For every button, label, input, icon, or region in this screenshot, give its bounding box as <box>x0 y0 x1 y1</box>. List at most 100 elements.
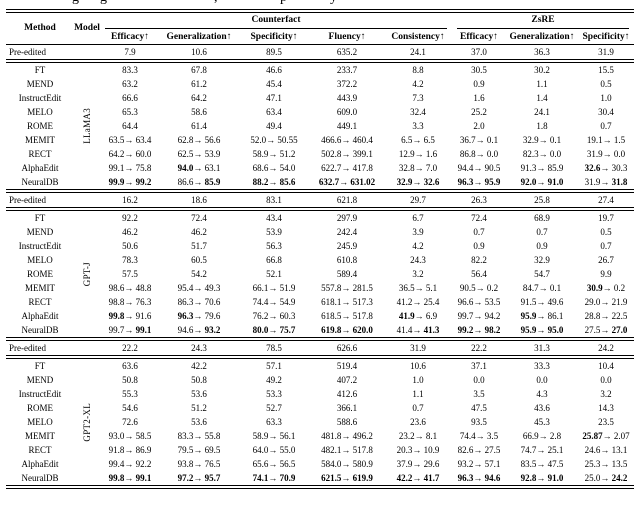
value-cell: 482.1→ 517.8 <box>321 444 373 455</box>
value-cell: 96.3→ 95.9 <box>457 176 501 187</box>
value-cell: 47.1 <box>266 92 282 103</box>
row-rect-gpt-j: RECT 98.8→ 76.3 86.3→ 70.6 74.4→ 54.9 618.1→… <box>6 295 634 309</box>
value-cell: 53.6 <box>191 388 207 399</box>
model-label-rotated: GPT-J <box>82 261 92 287</box>
value-cell: 65.6→ 56.5 <box>252 458 296 469</box>
value-cell: 233.7 <box>336 64 358 75</box>
method-name-cell: MEND <box>26 78 54 89</box>
pre-edited-value: 24.1 <box>410 46 426 57</box>
row-neuraldb-gpt2-xl: NeuralDB 99.8→ 99.1 97.2→ 95.7 74.1→ 70.9 62… <box>6 471 634 485</box>
value-cell: 618.5→ 517.8 <box>321 310 373 321</box>
value-cell: 88.2→ 85.6 <box>252 176 296 187</box>
pre-edited-value: 31.9 <box>410 342 426 353</box>
pre-edited-value: 22.2 <box>471 342 487 353</box>
value-cell: 49.4 <box>266 120 282 131</box>
value-cell: 481.8→ 496.2 <box>321 430 373 441</box>
value-cell: 609.0 <box>336 106 358 117</box>
value-cell: 63.2 <box>122 78 138 89</box>
col-header-zsre-0: Efficacy↑ <box>460 31 498 42</box>
value-cell: 99.7→ 99.1 <box>108 324 152 335</box>
value-cell: 3.2 <box>412 268 424 279</box>
value-cell: 46.2 <box>191 226 207 237</box>
method-name-cell: RECT <box>28 444 52 455</box>
value-cell: 74.1→ 70.9 <box>252 472 296 483</box>
group-header-counterfact: Counterfact <box>100 13 452 30</box>
model-label-cell: GPT-J <box>74 211 100 337</box>
row-alphaedit-gpt-j: AlphaEdit 99.8→ 91.6 96.3→ 79.6 76.2→ 60.3 6… <box>6 309 634 323</box>
value-cell: 72.4 <box>191 212 207 223</box>
value-cell: 32.9→ 32.6 <box>396 176 440 187</box>
value-cell: 407.2 <box>336 374 358 385</box>
value-cell: 53.9 <box>266 226 282 237</box>
value-cell: 557.8→ 281.5 <box>321 282 373 293</box>
header-row-metrics: Efficacy↑ Generalization↑ Specificity↑ Flue… <box>6 30 634 44</box>
value-cell: 19.1→ 1.5 <box>586 134 626 145</box>
value-cell: 60.5 <box>191 254 207 265</box>
value-cell: 0.9 <box>473 78 485 89</box>
method-name-cell: RECT <box>28 148 52 159</box>
row-memit-gpt2-xl: MEMIT 93.0→ 58.5 83.3→ 55.8 58.9→ 56.1 481.8… <box>6 429 634 443</box>
value-cell: 2.0 <box>473 120 485 131</box>
caption-glyph-fragment: p <box>280 0 287 6</box>
value-cell: 37.9→ 29.6 <box>396 458 440 469</box>
value-cell: 93.5 <box>471 416 487 427</box>
value-cell: 23.6 <box>410 416 426 427</box>
value-cell: 98.6→ 48.8 <box>108 282 152 293</box>
value-cell: 52.0→ 50.55 <box>250 134 298 145</box>
value-cell: 618.1→ 517.3 <box>321 296 373 307</box>
value-cell: 63.3 <box>266 416 282 427</box>
method-name-cell: MELO <box>27 254 53 265</box>
value-cell: 3.5 <box>473 388 485 399</box>
value-cell: 32.6→ 30.3 <box>584 162 628 173</box>
value-cell: 24.6→ 13.1 <box>584 444 628 455</box>
value-cell: 57.1 <box>266 360 282 371</box>
method-name-cell: RECT <box>28 296 52 307</box>
value-cell: 64.4 <box>122 120 138 131</box>
value-cell: 51.2 <box>191 402 207 413</box>
value-cell: 99.2→ 98.2 <box>457 324 501 335</box>
pre-edited-value: 10.6 <box>191 46 207 57</box>
value-cell: 0.9 <box>536 240 548 251</box>
value-cell: 24.3 <box>410 254 426 265</box>
table-top-rule <box>6 9 634 13</box>
col-header-counterfact-4: Consistency↑ <box>391 31 445 42</box>
value-cell: 0.0 <box>536 374 548 385</box>
value-cell: 90.5→ 0.2 <box>459 282 499 293</box>
value-cell: 63.5→ 63.4 <box>108 134 152 145</box>
value-cell: 25.3→ 13.5 <box>584 458 628 469</box>
value-cell: 82.6→ 27.5 <box>457 444 501 455</box>
pre-edited-value: 37.0 <box>471 46 487 57</box>
value-cell: 64.2 <box>191 92 207 103</box>
value-cell: 41.9→ 6.9 <box>398 310 438 321</box>
value-cell: 45.4 <box>266 78 282 89</box>
value-cell: 95.9→ 95.0 <box>520 324 564 335</box>
row-mend-gpt-j: MEND 46.2 46.2 53.9 242.4 3.9 0.7 0.7 0.5 <box>6 225 634 239</box>
value-cell: 63.4 <box>266 106 282 117</box>
value-cell: 9.9 <box>600 268 612 279</box>
value-cell: 92.2 <box>122 212 138 223</box>
value-cell: 242.4 <box>336 226 358 237</box>
value-cell: 14.3 <box>598 402 614 413</box>
pre-edited-value: 621.8 <box>336 194 358 205</box>
method-name-cell: MELO <box>27 416 53 427</box>
value-cell: 52.1 <box>266 268 282 279</box>
row-pre-edited-llama3: Pre-edited 7.9 10.6 89.5 635.2 24.1 37.0 36.3 31… <box>6 45 634 59</box>
value-cell: 54.7 <box>534 268 550 279</box>
value-cell: 3.9 <box>412 226 424 237</box>
value-cell: 72.4 <box>471 212 487 223</box>
value-cell: 79.5→ 69.5 <box>177 444 221 455</box>
row-pre-edited-gpt2-xl: Pre-edited 22.2 24.3 78.5 626.6 31.9 22.2 31.3 2… <box>6 341 634 355</box>
row-rome-llama3: ROME 64.4 61.4 49.4 449.1 3.3 2.0 1.8 0.7 <box>6 119 634 133</box>
value-cell: 54.6 <box>122 402 138 413</box>
value-cell: 42.2→ 41.7 <box>396 472 440 483</box>
value-cell: 0.9 <box>473 240 485 251</box>
value-cell: 1.1 <box>412 388 424 399</box>
block-separator-rule <box>6 189 634 193</box>
block-separator-rule-line <box>6 337 634 341</box>
value-cell: 83.3→ 55.8 <box>177 430 221 441</box>
value-cell: 6.5→ 6.5 <box>401 134 435 145</box>
model-label-cell: LLaMA3 <box>74 63 100 189</box>
value-cell: 76.2→ 60.3 <box>252 310 296 321</box>
value-cell: 55.3 <box>122 388 138 399</box>
pre-edited-value: 635.2 <box>336 46 358 57</box>
